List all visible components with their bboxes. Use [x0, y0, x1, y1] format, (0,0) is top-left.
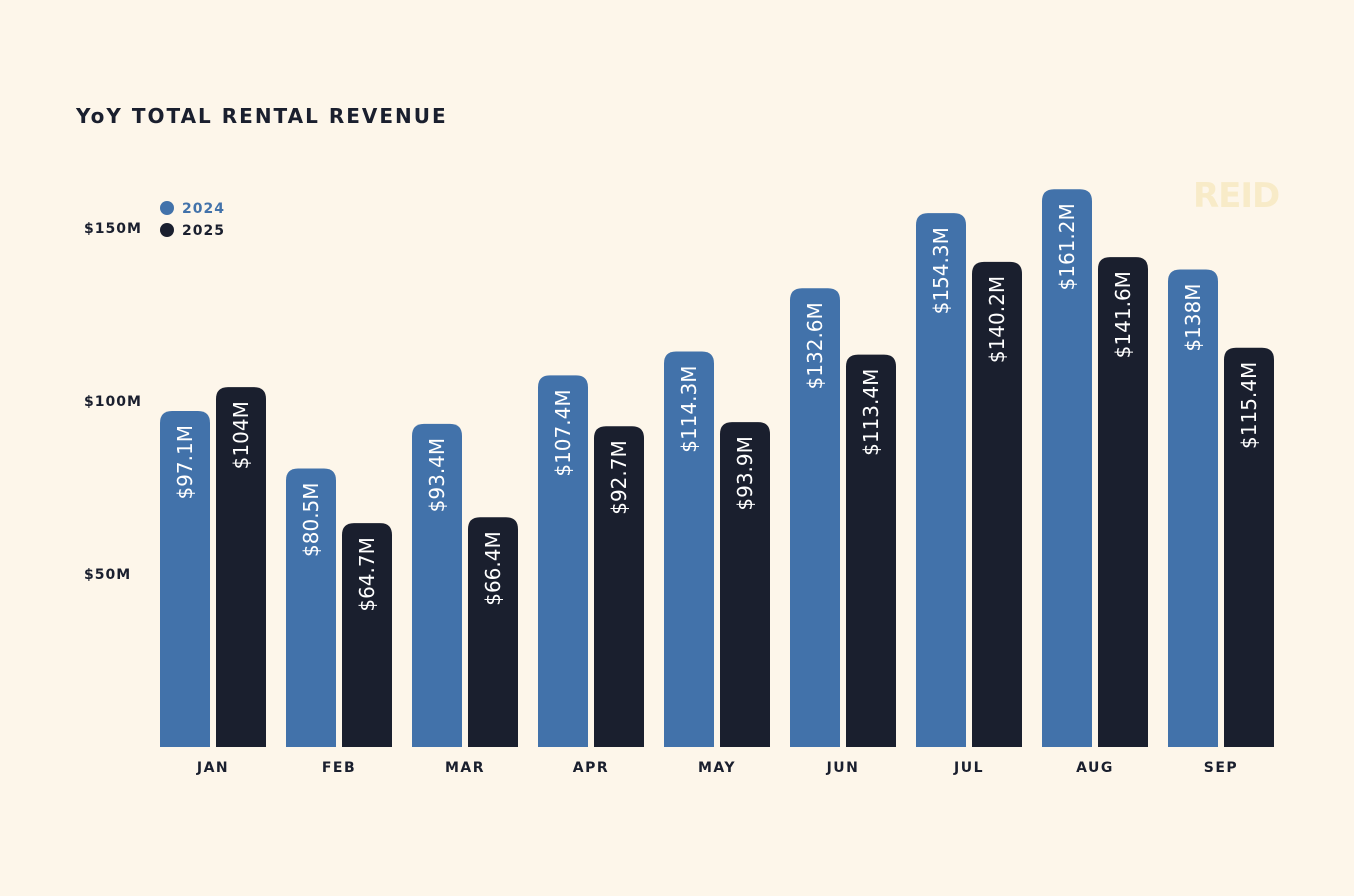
- brand-watermark: REID: [1193, 176, 1280, 216]
- legend-entry: 2024: [182, 201, 225, 217]
- y-tick-label: $50M: [84, 567, 131, 583]
- bar: [1098, 257, 1148, 747]
- bar: [342, 523, 392, 747]
- legend-marker: [160, 223, 174, 237]
- bar-value-label: $104M: [229, 401, 253, 469]
- legend-marker: [160, 201, 174, 215]
- bar-value-label: $113.4M: [859, 369, 883, 456]
- bar-value-label: $80.5M: [299, 482, 323, 557]
- bar: [916, 213, 966, 747]
- bar-value-label: $115.4M: [1237, 362, 1261, 449]
- bar-value-label: $154.3M: [929, 227, 953, 314]
- bar: [720, 422, 770, 747]
- x-tick-label: SEP: [1204, 760, 1238, 776]
- bar-value-label: $92.7M: [607, 440, 631, 515]
- bar: [1168, 269, 1218, 747]
- bar: [972, 261, 1022, 747]
- bar: [160, 411, 210, 747]
- chart-title: YoY TOTAL RENTAL REVENUE: [76, 104, 448, 128]
- bar-value-label: $66.4M: [481, 531, 505, 606]
- bar-value-label: $64.7M: [355, 537, 379, 612]
- y-tick-label: $150M: [84, 221, 142, 237]
- bar-value-label: $93.4M: [425, 438, 449, 513]
- bar-value-label: $114.3M: [677, 366, 701, 453]
- bar: [1224, 347, 1274, 747]
- bar: [538, 375, 588, 747]
- x-tick-label: MAR: [445, 760, 485, 776]
- bar: [412, 423, 462, 747]
- bar: [664, 351, 714, 747]
- bar-value-label: $141.6M: [1111, 271, 1135, 358]
- bar: [594, 426, 644, 747]
- bar-value-label: $132.6M: [803, 302, 827, 389]
- x-tick-label: FEB: [322, 760, 356, 776]
- x-tick-label: JUL: [953, 760, 984, 776]
- bar: [468, 517, 518, 747]
- x-tick-label: JUN: [826, 760, 860, 776]
- y-tick-label: $100M: [84, 394, 142, 410]
- bar-value-label: $93.9M: [733, 436, 757, 511]
- bar-value-label: $97.1M: [173, 425, 197, 500]
- bar: [286, 468, 336, 747]
- bar-value-label: $107.4M: [551, 389, 575, 476]
- x-tick-label: MAY: [698, 760, 736, 776]
- bar-value-label: $140.2M: [985, 276, 1009, 363]
- x-tick-label: AUG: [1076, 760, 1114, 776]
- legend-entry: 2025: [182, 223, 225, 239]
- bar-value-label: $138M: [1181, 284, 1205, 352]
- bar: [216, 387, 266, 747]
- bar-value-label: $161.2M: [1055, 203, 1079, 290]
- x-tick-label: APR: [573, 760, 609, 776]
- bar: [846, 354, 896, 747]
- bar: [790, 288, 840, 747]
- x-tick-label: JAN: [196, 760, 229, 776]
- bar: [1042, 189, 1092, 748]
